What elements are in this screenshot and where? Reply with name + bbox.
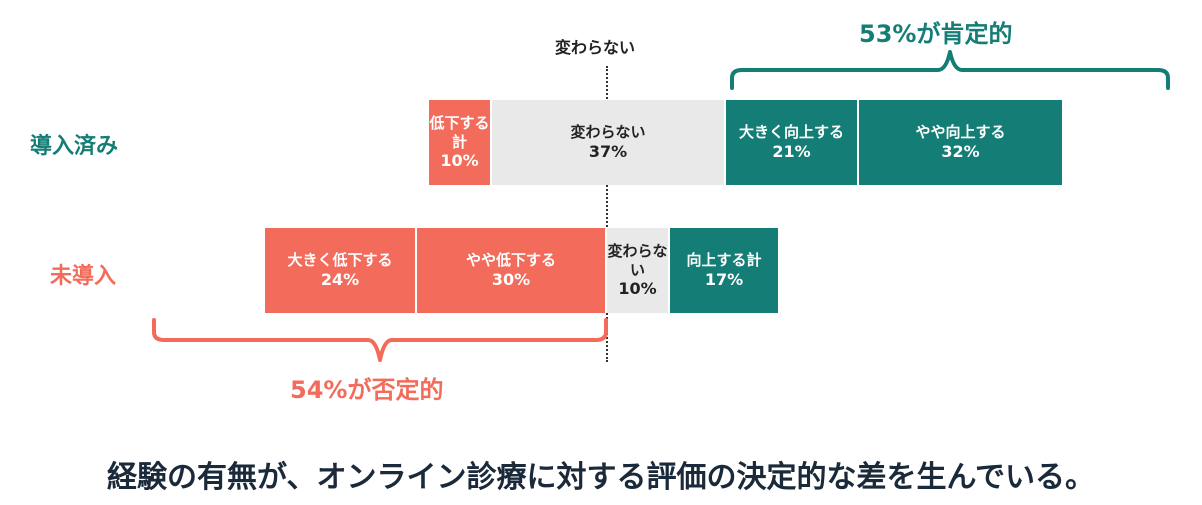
segment-value-label: 32% [941, 141, 980, 161]
negative-group-label: 54%が否定的 [290, 376, 444, 404]
segment-category-label: 向上する計 [686, 251, 762, 270]
bar-segment-implemented-3: やや向上する 32% [859, 100, 1062, 185]
footer-statement: 経験の有無が、オンライン診療に対する評価の決定的な差を生んでいる。 [107, 460, 1095, 495]
segment-value-label: 10% [440, 151, 479, 171]
bar-segment-implemented-2: 大きく向上する 21% [726, 100, 859, 185]
segment-category-label: やや低下する [465, 251, 556, 270]
segment-category-label: 低下する計 [429, 113, 490, 151]
bar-segment-not-implemented-2: 変わらない 10% [607, 228, 670, 313]
segment-value-label: 24% [320, 269, 360, 289]
negative-brace [152, 318, 608, 362]
bar-segment-not-implemented-1: やや低下する 30% [417, 228, 607, 313]
segment-category-label: 大きく低下する [287, 251, 393, 270]
segment-value-label: 17% [704, 269, 744, 289]
bar-segment-not-implemented-0: 大きく低下する 24% [265, 228, 417, 313]
neutral-marker-label: 変わらない [555, 38, 636, 57]
segment-value-label: 30% [491, 269, 531, 289]
positive-brace [730, 50, 1170, 90]
bar-segment-implemented-1: 変わらない 37% [492, 100, 726, 185]
row-label-not-implemented: 未導入 [50, 264, 117, 289]
segment-category-label: 大きく向上する [738, 123, 844, 142]
segment-category-label: 変わらない [570, 123, 646, 142]
segment-category-label: 変わらない [607, 241, 668, 279]
positive-group-label: 53%が肯定的 [859, 20, 1013, 48]
segment-category-label: やや向上する [915, 123, 1006, 142]
segment-value-label: 21% [772, 141, 811, 161]
row-label-implemented: 導入済み [30, 134, 119, 159]
segment-value-label: 37% [588, 141, 628, 161]
bar-segment-implemented-0: 低下する計 10% [429, 100, 492, 185]
bar-segment-not-implemented-3: 向上する計 17% [670, 228, 778, 313]
segment-value-label: 10% [618, 279, 657, 299]
neutral-center-line [606, 66, 608, 362]
